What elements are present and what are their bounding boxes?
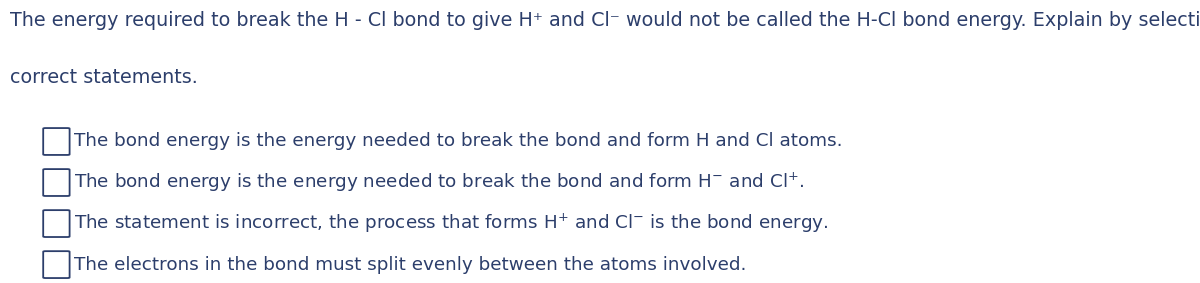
FancyBboxPatch shape [43,210,70,237]
FancyBboxPatch shape [43,169,70,196]
Text: correct statements.: correct statements. [10,68,198,87]
Text: The electrons in the bond must split evenly between the atoms involved.: The electrons in the bond must split eve… [74,256,746,274]
FancyBboxPatch shape [43,128,70,155]
FancyBboxPatch shape [43,251,70,278]
Text: The bond energy is the energy needed to break the bond and form H$^{-}$ and Cl$^: The bond energy is the energy needed to … [74,171,805,194]
Text: The energy required to break the H - Cl bond to give H⁺ and Cl⁻ would not be cal: The energy required to break the H - Cl … [10,11,1200,30]
Text: The statement is incorrect, the process that forms H$^{+}$ and Cl$^{-}$ is the b: The statement is incorrect, the process … [74,212,829,235]
Text: The bond energy is the energy needed to break the bond and form H and Cl atoms.: The bond energy is the energy needed to … [74,132,842,151]
